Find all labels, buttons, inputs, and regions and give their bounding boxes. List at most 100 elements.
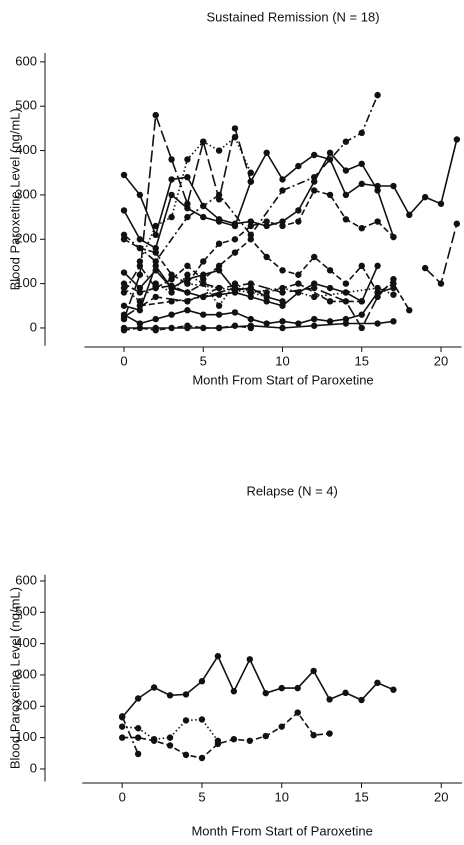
data-point <box>231 249 239 256</box>
data-point <box>120 231 128 239</box>
data-point <box>136 302 144 309</box>
data-point <box>311 322 318 329</box>
data-point <box>231 125 239 132</box>
y-tick-label: 300 <box>15 186 37 201</box>
data-point <box>134 750 142 758</box>
data-point <box>247 169 255 176</box>
data-point <box>136 236 144 243</box>
data-point <box>182 717 190 724</box>
x-tick-label: 10 <box>275 353 289 368</box>
series-line <box>121 654 394 718</box>
data-point <box>311 280 318 287</box>
data-point <box>134 725 142 732</box>
data-point <box>230 736 238 743</box>
data-point <box>184 262 191 270</box>
data-point <box>184 280 191 287</box>
data-point <box>184 213 191 221</box>
data-point <box>215 218 223 225</box>
data-point <box>390 284 397 292</box>
data-point <box>231 134 239 141</box>
x-axis-label: Month From Start of Paroxetine <box>191 823 372 838</box>
data-point <box>200 213 207 221</box>
series-line <box>121 715 139 755</box>
data-point <box>231 222 239 230</box>
data-point <box>230 688 238 695</box>
data-point <box>279 222 286 230</box>
data-point <box>136 284 144 292</box>
data-point <box>279 324 286 332</box>
data-point <box>150 736 158 743</box>
data-point <box>310 667 317 675</box>
data-point <box>374 182 381 190</box>
data-point <box>326 696 333 703</box>
data-point <box>262 689 269 697</box>
data-point <box>263 222 270 230</box>
data-point <box>342 216 350 223</box>
data-point <box>231 322 239 329</box>
data-point <box>152 111 159 119</box>
series-line <box>424 223 458 286</box>
data-point <box>279 298 286 305</box>
y-tick-label: 400 <box>15 635 37 650</box>
data-point <box>263 149 270 156</box>
data-point <box>168 282 175 290</box>
data-point <box>168 289 175 296</box>
y-tick-label: 500 <box>15 98 37 113</box>
data-point <box>342 191 350 199</box>
data-point <box>263 298 270 305</box>
data-point <box>246 737 254 744</box>
data-point <box>311 293 318 301</box>
data-point <box>326 284 334 292</box>
data-point <box>182 751 190 759</box>
y-tick-label: 100 <box>15 275 37 290</box>
data-point <box>263 253 270 261</box>
data-point <box>453 136 461 143</box>
data-point <box>120 324 128 332</box>
data-point <box>279 267 286 274</box>
data-point <box>168 271 175 278</box>
data-point <box>231 284 239 292</box>
data-point <box>168 311 175 318</box>
x-tick-label: 15 <box>355 353 369 368</box>
data-point <box>136 271 144 278</box>
data-point <box>263 320 270 327</box>
data-point <box>262 732 269 740</box>
data-point <box>358 696 365 704</box>
data-point <box>342 138 350 145</box>
data-point <box>390 686 397 693</box>
x-tick-label: 20 <box>434 789 448 804</box>
data-point <box>168 298 175 305</box>
data-point <box>358 224 365 232</box>
data-point <box>134 695 142 702</box>
data-point <box>215 267 223 274</box>
data-point <box>118 713 126 720</box>
data-point <box>215 291 223 298</box>
data-point <box>231 309 239 316</box>
data-point <box>358 324 365 332</box>
data-point <box>152 284 159 292</box>
data-point <box>342 320 350 327</box>
data-point <box>358 311 365 318</box>
y-tick-label: 0 <box>30 319 37 334</box>
data-point <box>168 213 175 221</box>
data-point <box>247 222 255 230</box>
x-axis-label: Month From Start of Paroxetine <box>192 372 373 387</box>
data-point <box>421 193 429 201</box>
data-point <box>200 293 207 301</box>
data-point <box>168 176 175 183</box>
data-point <box>311 187 318 194</box>
data-point <box>358 160 365 168</box>
data-point <box>215 302 223 309</box>
data-point <box>247 178 255 185</box>
data-point <box>120 207 128 214</box>
data-point <box>421 264 429 272</box>
series-line <box>124 320 394 329</box>
data-point <box>374 262 381 270</box>
data-point <box>214 652 222 660</box>
data-point <box>406 307 413 314</box>
data-point <box>247 218 255 225</box>
y-tick-label: 300 <box>15 666 37 681</box>
data-point <box>166 692 174 699</box>
data-point <box>136 289 144 296</box>
y-tick-label: 0 <box>30 760 37 775</box>
